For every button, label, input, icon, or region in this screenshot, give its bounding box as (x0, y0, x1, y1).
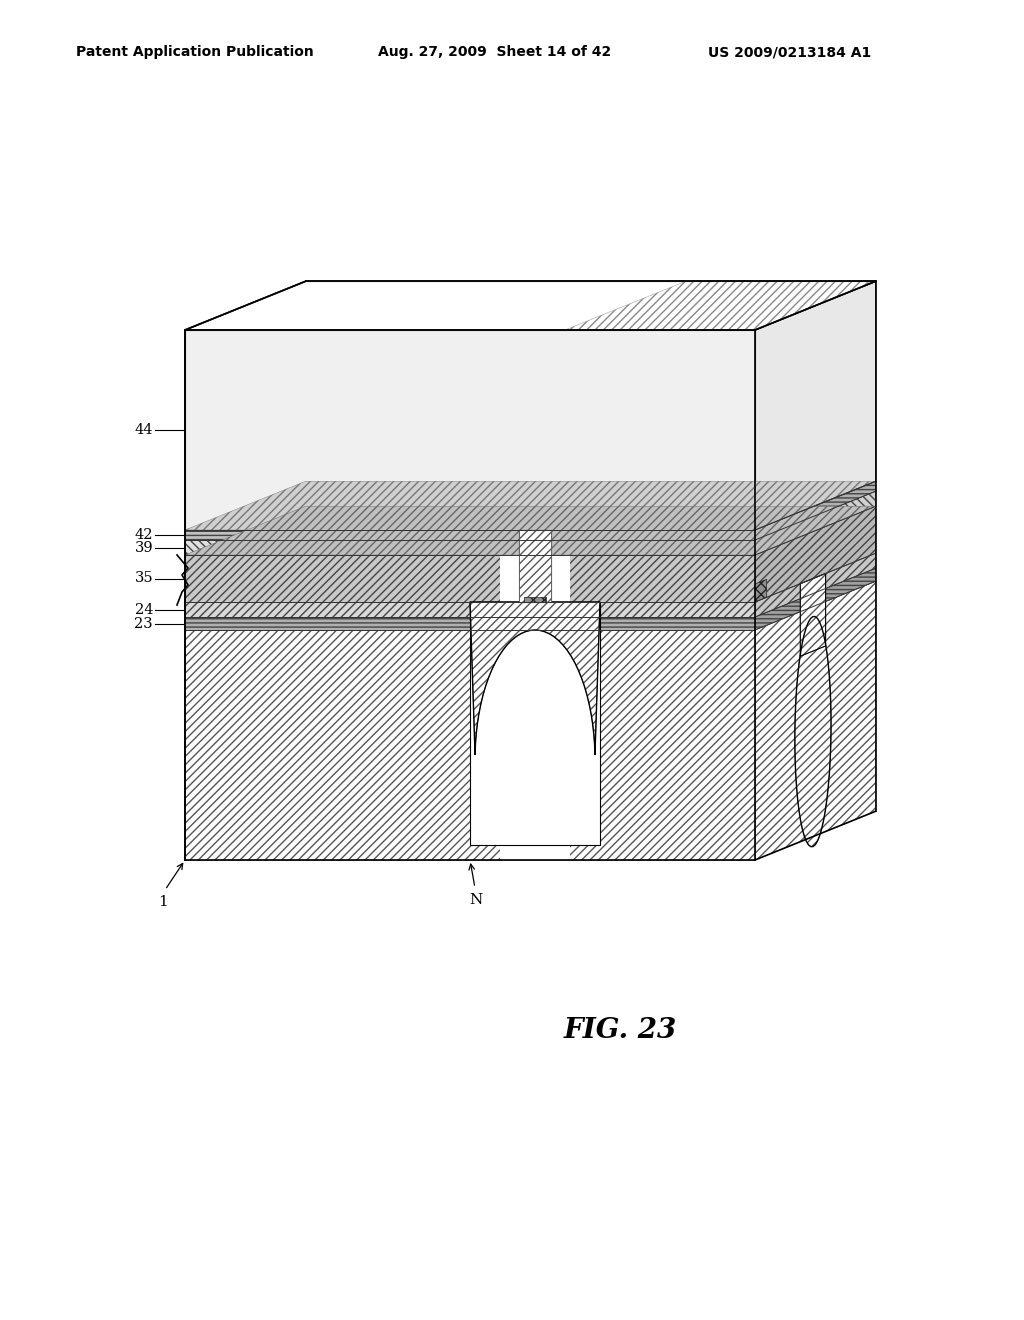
Polygon shape (185, 630, 755, 861)
Polygon shape (500, 554, 570, 861)
Polygon shape (185, 531, 755, 540)
Text: 42: 42 (134, 528, 153, 543)
Polygon shape (801, 573, 825, 656)
Text: 39: 39 (134, 540, 153, 554)
Text: Aug. 27, 2009  Sheet 14 of 42: Aug. 27, 2009 Sheet 14 of 42 (379, 45, 611, 59)
Polygon shape (795, 616, 831, 846)
Text: FIG. 23: FIG. 23 (563, 1016, 677, 1044)
Text: US 2009/0213184 A1: US 2009/0213184 A1 (709, 45, 871, 59)
Polygon shape (185, 616, 755, 630)
Polygon shape (755, 553, 876, 616)
Text: N: N (469, 894, 482, 907)
Polygon shape (470, 602, 600, 845)
Text: 1: 1 (158, 895, 168, 909)
Text: Patent Application Publication: Patent Application Publication (76, 45, 314, 59)
Polygon shape (755, 281, 876, 531)
Text: 35: 35 (134, 572, 153, 586)
Polygon shape (306, 581, 876, 812)
Polygon shape (185, 602, 755, 616)
Polygon shape (185, 540, 755, 554)
Polygon shape (755, 568, 876, 630)
Polygon shape (185, 554, 755, 602)
Polygon shape (470, 602, 600, 755)
Polygon shape (755, 482, 876, 540)
Text: 44: 44 (134, 422, 153, 437)
Polygon shape (524, 597, 546, 602)
Polygon shape (755, 507, 876, 602)
Polygon shape (755, 579, 767, 602)
Polygon shape (185, 507, 876, 554)
Polygon shape (185, 330, 755, 531)
Polygon shape (755, 491, 876, 554)
Text: 23: 23 (134, 616, 153, 631)
Text: 24: 24 (134, 602, 153, 616)
Polygon shape (185, 281, 876, 330)
Polygon shape (470, 602, 600, 755)
Polygon shape (519, 531, 551, 602)
Polygon shape (519, 531, 551, 602)
Polygon shape (565, 281, 876, 330)
Polygon shape (185, 482, 876, 531)
Polygon shape (755, 581, 876, 861)
